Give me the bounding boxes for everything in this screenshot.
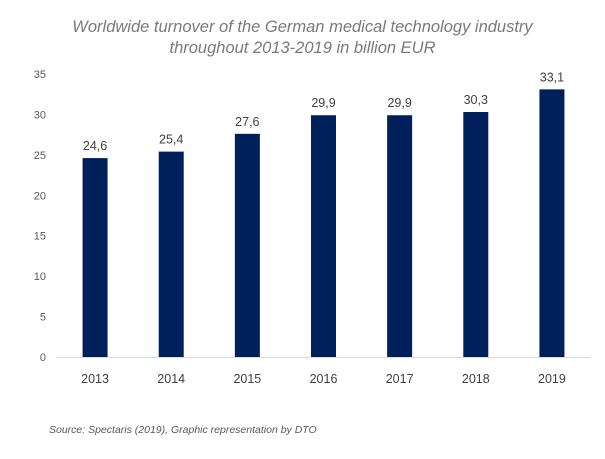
chart-title-line-2: throughout 2013-2019 in billion EUR [169, 39, 436, 57]
bar-2019 [539, 89, 565, 357]
x-tick-label-2014: 2014 [157, 372, 185, 386]
data-label-2017: 29,9 [387, 96, 411, 110]
x-axis: 2013 2014 2015 2016 2017 2018 2019 [57, 357, 590, 386]
x-tick-label-2017: 2017 [386, 372, 414, 386]
y-tick-label: 25 [34, 150, 46, 162]
y-tick-label: 0 [40, 352, 46, 364]
data-label-2015: 27,6 [235, 115, 259, 129]
data-labels: 24,6 25,4 27,6 29,9 29,9 30,3 33,1 [83, 70, 564, 153]
x-tick-label-2018: 2018 [462, 372, 490, 386]
chart-title: Worldwide turnover of the German medical… [0, 17, 605, 59]
y-tick-label: 30 [34, 109, 46, 121]
x-tick-label-2016: 2016 [310, 372, 338, 386]
bar-2013 [82, 158, 108, 357]
data-label-2019: 33,1 [540, 70, 564, 84]
source-note: Source: Spectaris (2019), Graphic repres… [49, 424, 317, 436]
bar-2018 [463, 112, 489, 357]
x-tick-label-2015: 2015 [233, 372, 261, 386]
chart-title-line-1: Worldwide turnover of the German medical… [72, 18, 533, 36]
y-tick-label: 35 [34, 69, 46, 81]
data-label-2014: 25,4 [159, 133, 183, 147]
bar-series [82, 89, 565, 357]
x-tick-label-2013: 2013 [81, 372, 109, 386]
data-label-2013: 24,6 [83, 139, 107, 153]
data-label-2018: 30,3 [464, 93, 488, 107]
y-axis: 0 5 10 15 20 25 30 35 [34, 69, 46, 364]
y-tick-label: 10 [34, 271, 46, 283]
x-tick-label-2019: 2019 [538, 372, 566, 386]
y-tick-label: 20 [34, 190, 46, 202]
data-label-2016: 29,9 [311, 96, 335, 110]
bar-2015 [234, 133, 260, 357]
bar-2017 [387, 115, 413, 357]
bar-2014 [158, 151, 184, 357]
y-tick-label: 15 [34, 231, 46, 243]
y-tick-label: 5 [40, 312, 46, 324]
bar-2016 [311, 115, 336, 357]
